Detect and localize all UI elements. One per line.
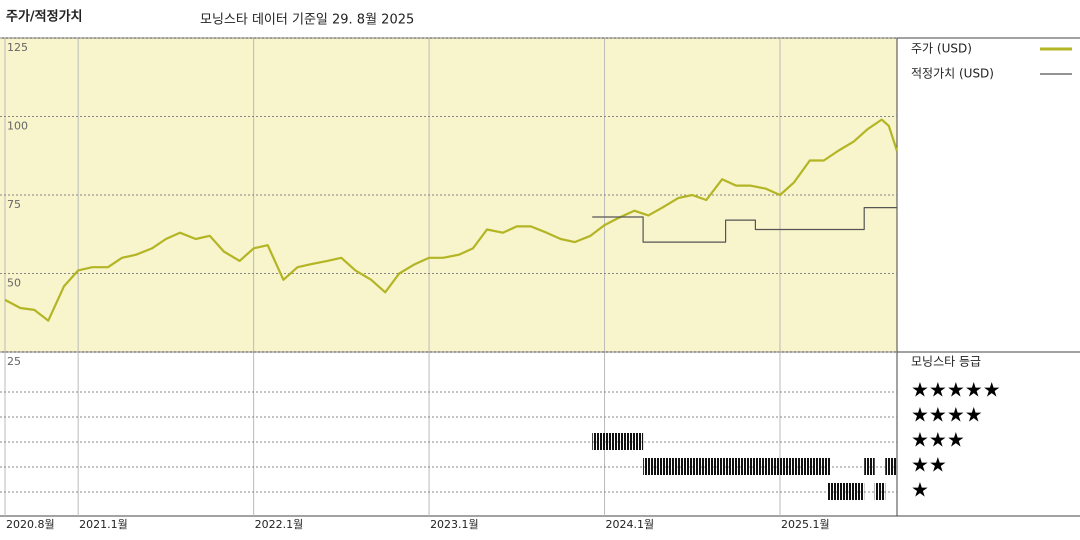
- rating-level: ★: [911, 478, 929, 502]
- y-tick-label: 50: [7, 277, 21, 290]
- rating-bar: [827, 483, 865, 500]
- series-line: [4, 118, 899, 322]
- legend-label: 주가 (USD): [911, 42, 972, 56]
- rating-title: 모닝스타 등급: [911, 355, 981, 369]
- title: 주가/적정가치: [6, 9, 83, 25]
- subtitle: 모닝스타 데이터 기준일 29. 8월 2025: [200, 13, 414, 28]
- rating-level: ★★: [911, 453, 947, 477]
- x-tick-label: 2024.1월: [606, 518, 655, 531]
- rating-bar: [874, 483, 886, 500]
- y-tick-label: 75: [7, 198, 21, 211]
- y-tick-label: 125: [7, 41, 28, 54]
- legend-label: 적정가치 (USD): [911, 67, 994, 81]
- rating-level: ★★★★: [911, 403, 983, 427]
- rating-level: ★★★★★: [911, 378, 1001, 402]
- series-line: [592, 207, 897, 243]
- rating-level: ★★★: [911, 428, 965, 452]
- y-tick-label: 25: [7, 355, 21, 368]
- rating-bar: [885, 458, 897, 475]
- rating-bar: [592, 433, 644, 450]
- rating-bar: [643, 458, 831, 475]
- y-tick-label: 100: [7, 120, 28, 133]
- x-tick-label: 2025.1월: [781, 518, 830, 531]
- x-tick-label: 2022.1월: [255, 518, 304, 531]
- x-tick-label: 2020.8월: [6, 518, 55, 531]
- x-tick-label: 2023.1월: [430, 518, 479, 531]
- rating-bar: [864, 458, 875, 475]
- x-tick-label: 2021.1월: [79, 518, 128, 531]
